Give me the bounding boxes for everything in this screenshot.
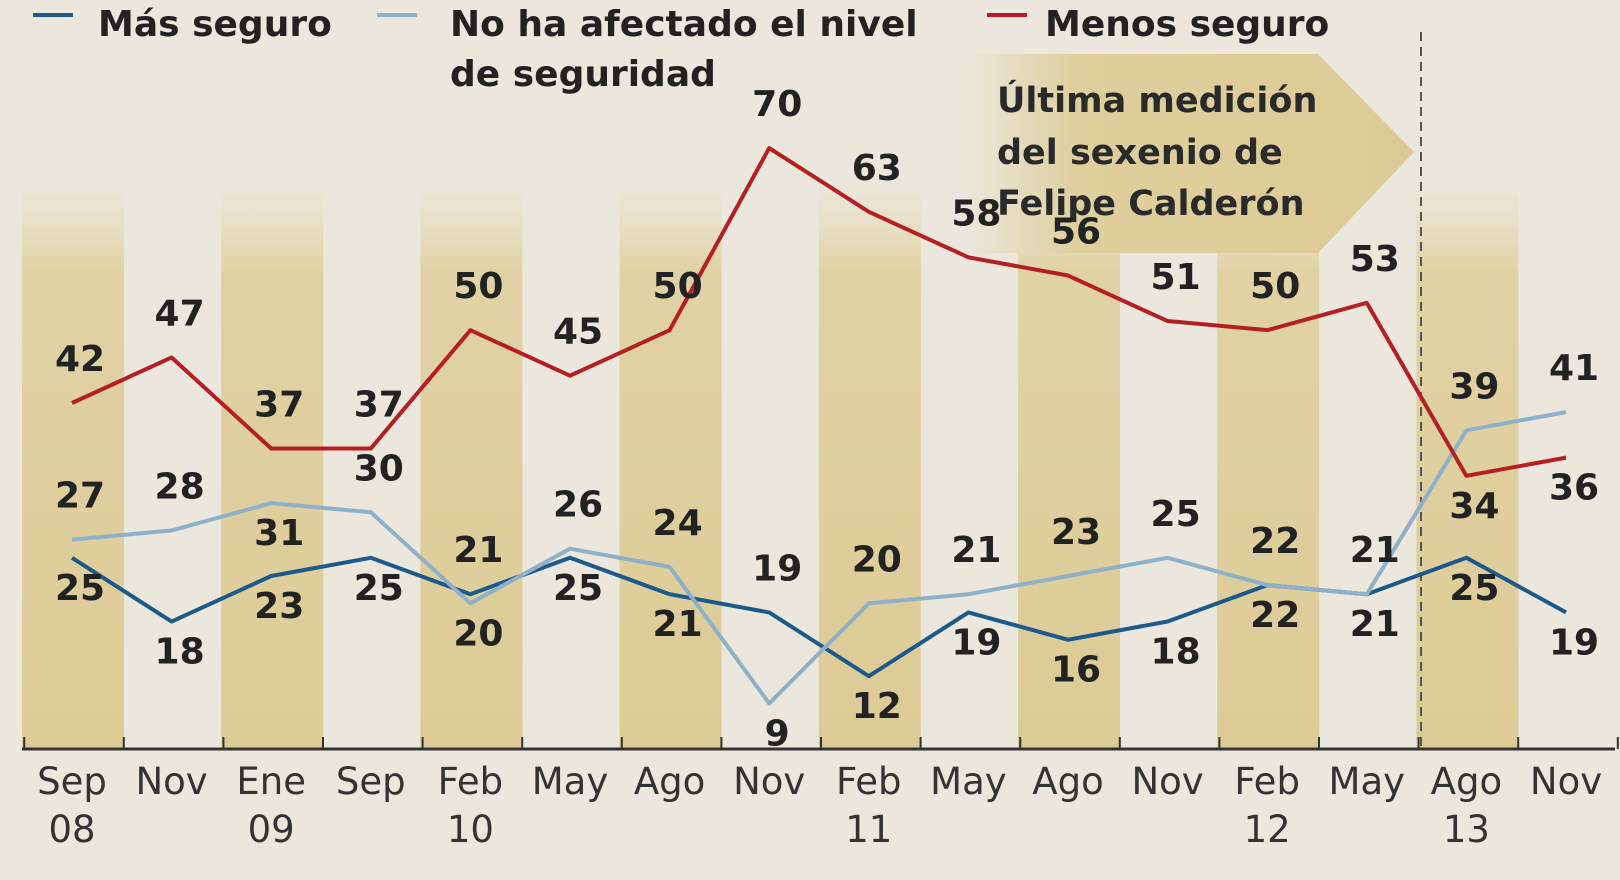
- data-label: 28: [155, 466, 205, 507]
- data-label: 27: [55, 476, 105, 517]
- data-label: 70: [752, 84, 802, 125]
- data-label: 25: [553, 568, 603, 609]
- data-label: 19: [1549, 622, 1599, 663]
- data-label: 50: [653, 266, 703, 307]
- x-tick-label: May: [1328, 760, 1406, 803]
- data-label: 50: [1250, 266, 1300, 307]
- band: [420, 186, 523, 749]
- data-label: 19: [951, 622, 1001, 663]
- data-label: 12: [852, 686, 902, 727]
- data-label: 21: [951, 530, 1001, 571]
- data-label: 21: [1350, 604, 1400, 645]
- data-label: 22: [1250, 521, 1300, 562]
- data-label: 26: [553, 485, 603, 526]
- data-label: 53: [1350, 239, 1400, 280]
- x-tick-label: Nov: [733, 760, 806, 803]
- legend-label: No ha afectado el nivel de seguridad: [450, 4, 918, 95]
- legend-swatch: [987, 13, 1027, 17]
- annotation-arrow: [965, 54, 1414, 253]
- data-label: 58: [951, 193, 1001, 234]
- x-tick-label: Sep 08: [37, 760, 107, 851]
- band: [221, 186, 324, 749]
- data-label: 21: [1350, 530, 1400, 571]
- data-label: 20: [453, 613, 503, 654]
- data-label: 9: [765, 713, 790, 754]
- legend-swatch: [377, 13, 417, 17]
- data-label: 56: [1051, 212, 1101, 253]
- annotation-line: Última medición: [997, 79, 1317, 121]
- annotation-line: Felipe Calderón: [997, 184, 1305, 224]
- data-label: 18: [155, 632, 205, 673]
- data-label: 20: [852, 539, 902, 580]
- data-label: 18: [1151, 632, 1201, 673]
- band: [22, 186, 124, 749]
- x-tick-label: May: [531, 760, 609, 803]
- x-tick-label: Sep: [335, 760, 406, 803]
- data-label: 23: [254, 586, 304, 627]
- data-label: 51: [1151, 257, 1201, 298]
- x-tick-label: Feb 12: [1234, 760, 1300, 851]
- series-line: [71, 410, 1567, 706]
- x-tick-label: Ago: [1032, 760, 1104, 803]
- data-label: 25: [55, 568, 105, 609]
- data-label: 24: [653, 503, 703, 544]
- x-tick-label: Ene 09: [236, 760, 306, 851]
- data-label: 34: [1449, 486, 1499, 527]
- data-label: 31: [254, 513, 304, 554]
- data-label: 47: [155, 293, 205, 334]
- data-label: 37: [354, 385, 404, 426]
- x-tick-label: Nov: [135, 760, 208, 803]
- data-label: 63: [852, 148, 902, 189]
- series-line: [71, 146, 1567, 478]
- x-tick-label: Ago 13: [1430, 760, 1503, 851]
- data-label: 25: [354, 568, 404, 609]
- annotation-line: del sexenio de: [997, 133, 1283, 173]
- x-tick-label: Ago: [633, 760, 706, 803]
- legend-swatch: [33, 13, 73, 17]
- data-label: 45: [553, 312, 603, 353]
- data-label: 21: [653, 604, 703, 645]
- data-label: 37: [254, 385, 304, 426]
- data-label: 19: [752, 548, 802, 589]
- data-label: 25: [1449, 568, 1499, 609]
- data-label: 39: [1449, 366, 1499, 407]
- data-label: 41: [1549, 348, 1599, 389]
- band: [818, 186, 921, 749]
- data-label: 36: [1549, 468, 1599, 509]
- data-label: 50: [453, 266, 503, 307]
- legend-label: Más seguro: [98, 4, 332, 45]
- data-label: 23: [1051, 512, 1101, 553]
- x-tick-label: Feb 10: [437, 760, 504, 851]
- legend-label: Menos seguro: [1045, 4, 1330, 45]
- x-tick-label: Feb 11: [836, 760, 902, 851]
- data-label: 42: [55, 339, 105, 380]
- data-label: 25: [1151, 494, 1201, 535]
- x-tick-label: Nov: [1131, 760, 1204, 803]
- data-label: 30: [354, 448, 404, 489]
- x-tick-label: May: [930, 760, 1007, 803]
- data-label: 16: [1051, 650, 1101, 691]
- data-label: 22: [1250, 595, 1300, 636]
- x-tick-label: Nov: [1529, 760, 1603, 803]
- band: [1018, 186, 1120, 749]
- data-label: 21: [453, 530, 503, 571]
- band: [1217, 186, 1320, 749]
- band: [619, 186, 722, 749]
